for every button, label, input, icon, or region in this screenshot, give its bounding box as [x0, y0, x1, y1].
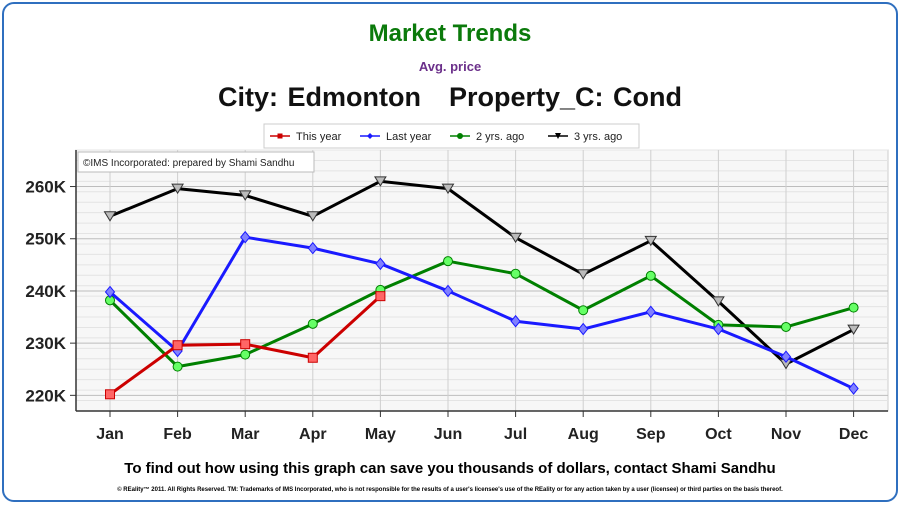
data-point — [306, 211, 320, 222]
data-point — [105, 389, 115, 400]
x-tick-label: Apr — [299, 426, 327, 443]
series-line — [109, 179, 855, 366]
x-tick-label: Jul — [504, 426, 527, 443]
legend-marker — [367, 133, 373, 139]
data-point — [240, 349, 251, 360]
y-tick-label: 260K — [25, 178, 66, 197]
property-label: Property_C: Cond — [448, 82, 682, 112]
data-point — [578, 305, 589, 316]
chart-subtitle: Avg. price — [418, 59, 482, 74]
data-point — [103, 211, 117, 222]
data-point — [712, 296, 725, 307]
data-point — [172, 361, 183, 372]
data-point — [510, 268, 521, 279]
data-point — [172, 340, 183, 351]
data-point — [443, 256, 453, 267]
data-point — [104, 285, 116, 299]
data-point — [442, 284, 454, 298]
data-point — [240, 339, 251, 350]
y-tick-label: 230K — [25, 334, 66, 353]
x-tick-label: Dec — [839, 426, 868, 443]
data-point — [238, 190, 252, 201]
series-line — [108, 259, 855, 369]
x-tick-label: May — [365, 426, 396, 443]
data-point — [848, 382, 859, 395]
x-tick-label: Oct — [705, 426, 732, 443]
legend-label: Last year — [386, 131, 432, 143]
data-point — [848, 302, 859, 313]
data-point — [576, 269, 590, 280]
data-point — [307, 352, 318, 363]
series-line — [109, 235, 855, 390]
x-tick-label: Mar — [231, 426, 259, 443]
legend-marker — [555, 133, 561, 139]
data-point — [375, 291, 386, 302]
data-point — [645, 270, 656, 281]
legend-label: This year — [296, 131, 342, 143]
y-tick-label: 250K — [25, 230, 66, 249]
x-tick-label: Sep — [636, 426, 666, 443]
data-point — [578, 322, 589, 336]
y-tick-label: 240K — [25, 282, 66, 301]
data-point — [847, 324, 860, 336]
footer-legal: © REality™ 2011. All Rights Reserved. TM… — [117, 487, 783, 493]
data-point — [645, 305, 656, 319]
city-label: City: Edmonton — [217, 82, 421, 112]
x-tick-label: Feb — [163, 426, 192, 443]
data-point — [171, 183, 184, 195]
data-point — [780, 350, 792, 364]
legend-label: 2 yrs. ago — [476, 131, 524, 143]
chart-title: Market Trends — [368, 20, 532, 47]
chart-heading: City: Edmonton Property_C: Cond — [4, 82, 896, 113]
data-point — [781, 321, 791, 332]
data-point — [307, 241, 318, 255]
x-tick-label: Jun — [434, 426, 462, 443]
data-point — [307, 318, 318, 329]
legend-label: 3 yrs. ago — [574, 131, 622, 143]
footer-cta: To find out how using this graph can sav… — [124, 460, 776, 477]
x-tick-label: Jan — [96, 426, 124, 443]
data-point — [240, 230, 251, 244]
x-tick-label: Nov — [771, 426, 801, 443]
legend-marker — [277, 133, 283, 139]
credit-box — [77, 151, 315, 173]
data-point — [375, 257, 386, 271]
credit-text: ©IMS Incorporated: prepared by Shami San… — [83, 158, 294, 169]
data-point — [374, 176, 387, 187]
y-tick-label: 220K — [25, 386, 66, 405]
data-point — [441, 183, 455, 195]
data-point — [713, 322, 724, 336]
x-tick-label: Aug — [568, 426, 599, 443]
data-point — [509, 232, 522, 244]
data-point — [644, 235, 658, 247]
data-point — [510, 314, 521, 328]
legend-marker — [457, 133, 463, 139]
